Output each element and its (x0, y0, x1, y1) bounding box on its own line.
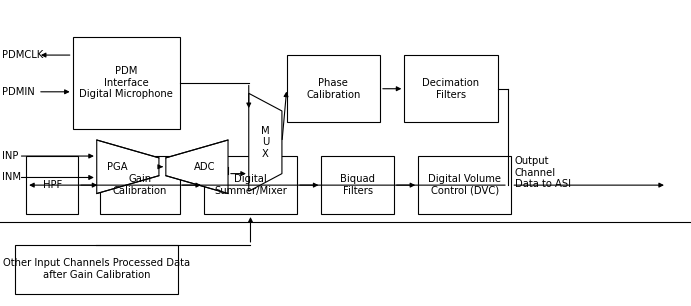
Text: INP: INP (2, 151, 19, 161)
Text: PGA: PGA (107, 162, 128, 172)
FancyBboxPatch shape (26, 156, 78, 214)
FancyBboxPatch shape (73, 37, 180, 129)
FancyBboxPatch shape (15, 245, 178, 294)
Text: HPF: HPF (43, 180, 61, 190)
FancyBboxPatch shape (204, 156, 297, 214)
Text: Digital
Summer/Mixer: Digital Summer/Mixer (214, 174, 287, 196)
Polygon shape (97, 140, 159, 193)
FancyBboxPatch shape (287, 55, 380, 122)
Text: INM: INM (2, 173, 21, 182)
Text: Biquad
Filters: Biquad Filters (340, 174, 375, 196)
Text: Phase
Calibration: Phase Calibration (306, 78, 361, 99)
Text: Other Input Channels Processed Data
after Gain Calibration: Other Input Channels Processed Data afte… (3, 259, 190, 280)
Text: PDMCLK: PDMCLK (2, 50, 44, 60)
Text: PDMIN: PDMIN (2, 87, 35, 97)
Text: Digital Volume
Control (DVC): Digital Volume Control (DVC) (428, 174, 501, 196)
Text: Output
Channel
Data to ASI: Output Channel Data to ASI (515, 156, 571, 189)
Polygon shape (166, 140, 228, 193)
FancyBboxPatch shape (404, 55, 498, 122)
Text: PDM
Interface
Digital Microphone: PDM Interface Digital Microphone (79, 66, 173, 99)
Text: Gain
Calibration: Gain Calibration (113, 174, 167, 196)
FancyBboxPatch shape (100, 156, 180, 214)
Text: M
U
X: M U X (261, 126, 269, 159)
FancyBboxPatch shape (418, 156, 511, 214)
Polygon shape (249, 93, 282, 191)
Text: Decimation
Filters: Decimation Filters (422, 78, 480, 99)
Text: ADC: ADC (194, 162, 216, 172)
FancyBboxPatch shape (321, 156, 394, 214)
